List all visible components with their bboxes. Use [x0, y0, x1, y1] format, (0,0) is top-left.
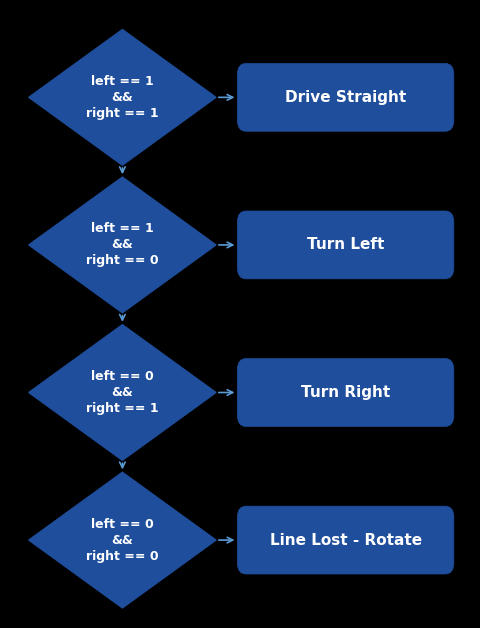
Text: left == 0
&&
right == 0: left == 0 && right == 0 — [86, 517, 159, 563]
FancyBboxPatch shape — [237, 63, 454, 131]
Text: Line Lost - Rotate: Line Lost - Rotate — [270, 533, 421, 548]
Text: left == 0
&&
right == 1: left == 0 && right == 1 — [86, 370, 159, 415]
Polygon shape — [29, 325, 216, 460]
Text: Turn Left: Turn Left — [307, 237, 384, 252]
FancyBboxPatch shape — [237, 359, 454, 426]
Text: Turn Right: Turn Right — [301, 385, 390, 400]
Text: Drive Straight: Drive Straight — [285, 90, 406, 105]
Polygon shape — [29, 472, 216, 608]
FancyBboxPatch shape — [237, 506, 454, 574]
Text: left == 1
&&
right == 1: left == 1 && right == 1 — [86, 75, 159, 120]
Text: left == 1
&&
right == 0: left == 1 && right == 0 — [86, 222, 159, 268]
Polygon shape — [29, 177, 216, 313]
Polygon shape — [29, 30, 216, 165]
FancyBboxPatch shape — [237, 211, 454, 279]
